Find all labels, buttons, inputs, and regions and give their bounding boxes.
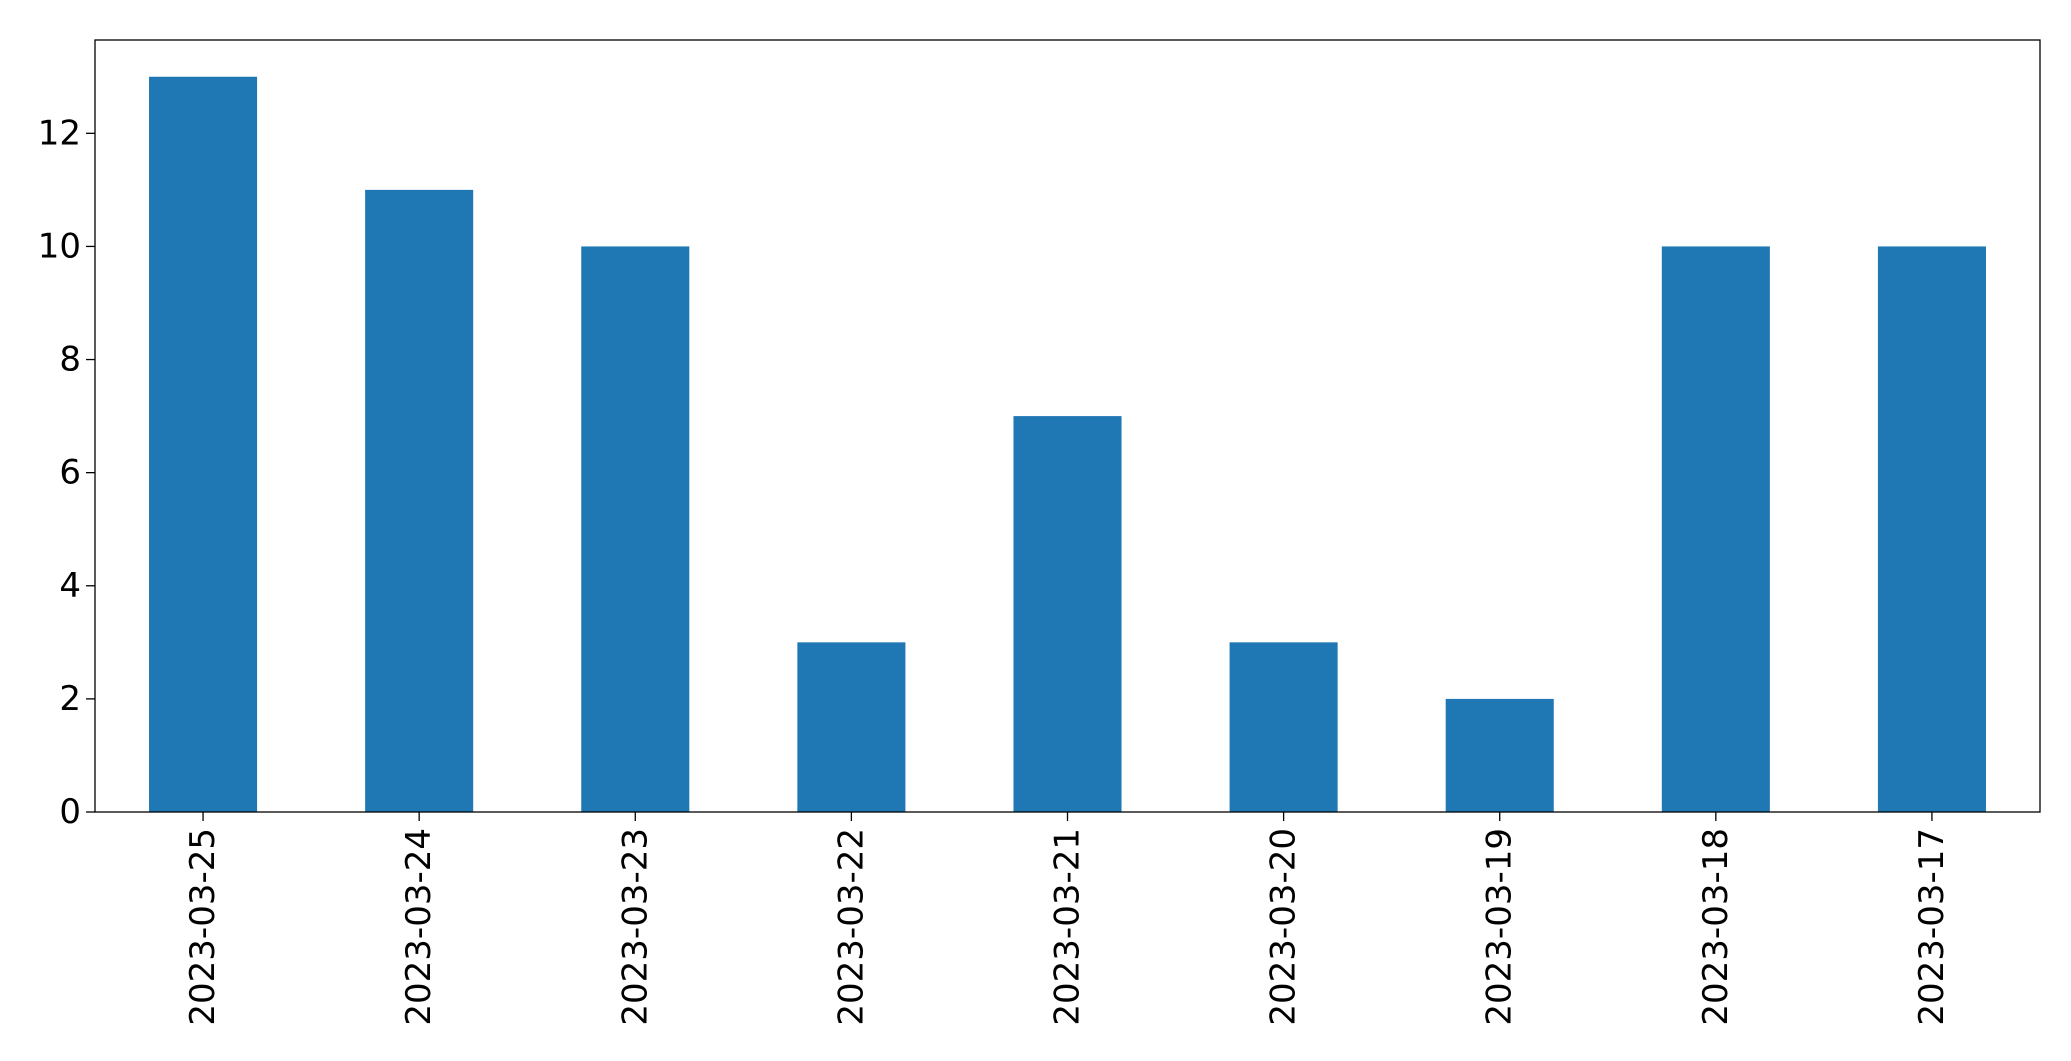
bar-2023-03-22 [797, 642, 906, 812]
x-axis: 2023-03-25 2023-03-24 2023-03-23 2023-03-22… [183, 812, 1952, 1026]
bar-2023-03-18 [1661, 246, 1770, 812]
bar-2023-03-25 [149, 76, 258, 812]
x-tick-label: 2023-03-17 [1912, 828, 1952, 1026]
x-tick-label: 2023-03-21 [1048, 828, 1088, 1026]
y-tick-label: 10 [38, 226, 81, 266]
x-tick-label: 2023-03-18 [1696, 828, 1736, 1026]
x-tick-label: 2023-03-24 [399, 828, 439, 1026]
y-tick-label: 0 [59, 792, 81, 832]
bar-2023-03-17 [1877, 246, 1986, 812]
x-tick-label: 2023-03-25 [183, 828, 223, 1026]
y-axis: 0 2 4 6 8 10 12 [38, 113, 95, 832]
x-tick-label: 2023-03-22 [831, 828, 871, 1026]
plot-frame [94, 39, 2041, 813]
y-tick-label: 2 [59, 679, 81, 719]
x-tick-label: 2023-03-23 [615, 828, 655, 1026]
y-tick-label: 8 [59, 340, 81, 380]
bar-2023-03-23 [581, 246, 690, 812]
bars-group [149, 76, 1986, 812]
y-tick-label: 6 [59, 453, 81, 493]
y-tick-label: 4 [59, 566, 81, 606]
bar-2023-03-20 [1229, 642, 1338, 812]
y-tick-label: 12 [38, 113, 81, 153]
bar-2023-03-24 [365, 189, 474, 812]
x-tick-label: 2023-03-20 [1264, 828, 1304, 1026]
x-tick-label: 2023-03-19 [1480, 828, 1520, 1026]
bar-2023-03-21 [1013, 416, 1122, 812]
bar-2023-03-19 [1445, 698, 1554, 812]
